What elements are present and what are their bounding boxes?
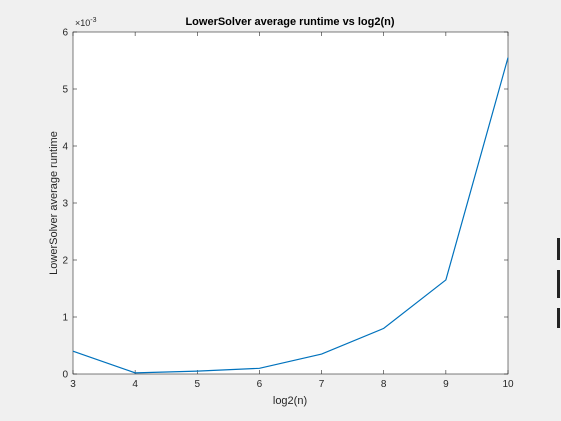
edge-artifact — [557, 238, 560, 260]
y-tick-label: 3 — [62, 199, 68, 210]
chart-title: LowerSolver average runtime vs log2(n) — [185, 16, 394, 28]
y-tick-label: 5 — [62, 85, 68, 96]
y-tick-label: 1 — [62, 313, 68, 324]
y-tick-label: 2 — [62, 256, 68, 267]
x-tick-label: 3 — [70, 379, 76, 390]
plot-area — [72, 31, 509, 375]
x-tick-label: 9 — [443, 379, 449, 390]
y-tick-label: 6 — [62, 28, 68, 39]
series-group — [72, 57, 509, 374]
y-axis-label: LowerSolver average runtime — [48, 131, 60, 275]
x-tick-label: 10 — [502, 379, 514, 390]
y-exponent-power: -3 — [90, 17, 96, 24]
x-tick-label: 5 — [195, 379, 201, 390]
edge-artifact — [557, 308, 560, 328]
x-tick-label: 6 — [257, 379, 263, 390]
edge-artifact — [557, 270, 560, 298]
x-tick-label: 8 — [381, 379, 387, 390]
y-exponent-base: ×10 — [75, 18, 90, 28]
y-tick-label: 4 — [62, 142, 68, 153]
x-axis-label: log2(n) — [273, 395, 307, 407]
x-axis-ticks: 3 4 5 6 7 8 9 10 — [70, 32, 514, 390]
y-exponent-label: ×10-3 — [75, 17, 97, 28]
series-line — [72, 57, 509, 374]
y-axis-ticks: 0 1 2 3 4 5 6 — [62, 28, 508, 381]
x-tick-label: 4 — [132, 379, 138, 390]
x-tick-label: 7 — [319, 379, 325, 390]
y-tick-label: 0 — [62, 370, 68, 381]
